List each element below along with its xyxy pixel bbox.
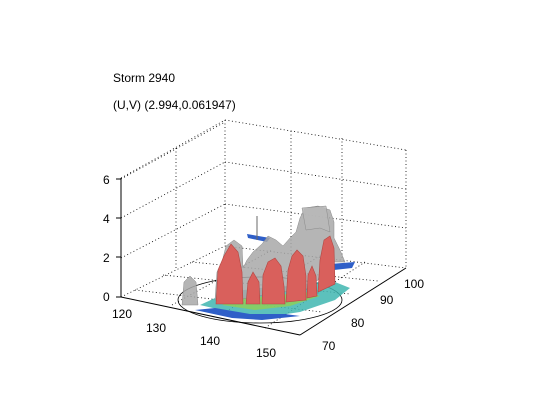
- y-tick-label: 100: [404, 277, 424, 291]
- chart-subtitle: (U,V) (2.994,0.061947): [113, 98, 236, 112]
- x-tick-label: 120: [112, 307, 132, 321]
- y-tick-label: 90: [380, 293, 394, 307]
- y-tick-label: 70: [322, 339, 336, 353]
- y-tick-label: 80: [351, 316, 365, 330]
- chart-title: Storm 2940: [113, 71, 175, 85]
- z-tick-label: 6: [103, 173, 110, 187]
- z-tick-label: 0: [103, 290, 110, 304]
- inner-isosurface: [215, 235, 336, 305]
- x-tick-label: 140: [200, 334, 220, 348]
- axis-lines: [116, 178, 407, 336]
- z-tick-label: 4: [103, 212, 110, 226]
- z-tick-label: 2: [103, 251, 110, 265]
- x-tick-label: 130: [146, 321, 166, 335]
- x-tick-label: 150: [256, 346, 276, 360]
